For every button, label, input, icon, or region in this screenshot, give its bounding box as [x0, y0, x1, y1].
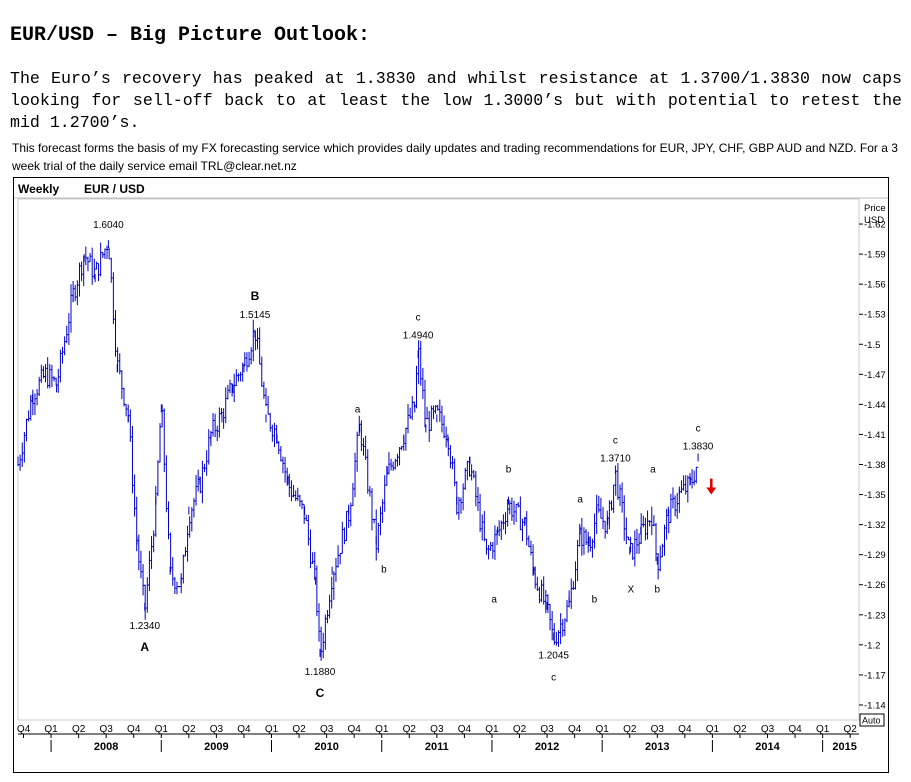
y-tick-label: -1.32	[864, 520, 886, 531]
service-promo: This forecast forms the basis of my FX f…	[12, 141, 898, 173]
y-tick-label: -1.44	[864, 400, 886, 411]
x-tick-label: Q1	[44, 724, 58, 735]
wave-label: 1.2045	[538, 650, 569, 661]
y-tick-label: -1.5	[864, 340, 880, 351]
auto-scale-label: Auto	[862, 716, 881, 726]
x-year-label: 2010	[314, 741, 338, 753]
x-tick-label: Q2	[513, 724, 527, 735]
x-axis: Q4 Q1 Q2 Q3 Q4 Q1 Q2 Q3 Q4 Q1 Q2 Q3 Q4 Q1 Q2 Q3 Q4 Q1 Q2 Q3…	[17, 724, 859, 753]
forecast-arrow-head	[706, 487, 717, 495]
page-headline: EUR/USD – Big Picture Outlook:	[10, 24, 371, 47]
auto-scale-button[interactable]	[859, 713, 885, 727]
y-tick-label: -1.14	[864, 700, 886, 711]
wave-label: 1.1880	[305, 667, 336, 678]
wave-label: C	[316, 686, 325, 700]
x-tick-label: Q1	[155, 724, 169, 735]
y-tick-label: -1.2	[864, 640, 880, 651]
x-tick-label: Q4	[678, 724, 692, 735]
x-tick-label: Q3	[540, 724, 554, 735]
x-tick-label: Q1	[816, 724, 830, 735]
x-tick-label: Q3	[761, 724, 775, 735]
x-year-label: 2015	[832, 741, 856, 753]
y-axis-title-line2: USD	[864, 215, 884, 226]
wave-label: c	[696, 424, 701, 435]
wave-label: a	[491, 595, 497, 606]
price-chart: Weekly EUR / USD Price USD -1.62-1.59-1.…	[14, 182, 888, 753]
outlook-summary: The Euro’s recovery has peaked at 1.3830…	[10, 69, 902, 132]
wave-label: b	[381, 565, 387, 576]
x-year-label: 2012	[535, 741, 559, 753]
x-tick-label: Q4	[568, 724, 582, 735]
x-tick-label: Q2	[72, 724, 86, 735]
x-year-label: 2013	[645, 741, 669, 753]
wave-label: a	[577, 495, 583, 506]
y-tick-label: -1.17	[864, 670, 886, 681]
x-tick-label: Q1	[375, 724, 389, 735]
x-tick-label: Q4	[237, 724, 251, 735]
x-tick-label: Q4	[348, 724, 362, 735]
wave-label: b	[506, 465, 512, 476]
x-tick-label: Q3	[100, 724, 114, 735]
x-tick-label: Q3	[320, 724, 334, 735]
x-tick-label: Q4	[17, 724, 31, 735]
y-tick-label: -1.35	[864, 490, 886, 501]
wave-label: 1.4940	[403, 330, 434, 341]
wave-label: 1.5145	[240, 310, 271, 321]
wave-label: 1.3710	[600, 454, 631, 465]
wave-annotations: 1.6040 1.2340 A 1.5145 B 1.1880 Ca b 1.4940 c b a 1.…	[93, 220, 714, 700]
x-tick-label: Q1	[706, 724, 720, 735]
wave-label: c	[416, 312, 421, 323]
y-axis-title-line1: Price	[864, 203, 886, 214]
x-tick-label: Q4	[788, 724, 802, 735]
x-tick-label: Q2	[623, 724, 637, 735]
x-tick-label: Q1	[596, 724, 610, 735]
x-tick-label: Q3	[651, 724, 665, 735]
plot-area	[17, 198, 860, 721]
y-tick-label: -1.62	[864, 220, 886, 231]
y-axis: -1.62 -1.59 -1.56 -1.53 -1.5 -1.47 -1.44 -1.41 -…	[859, 220, 886, 711]
forecast-arrow-layer	[706, 478, 717, 495]
y-tick-label: -1.38	[864, 460, 886, 471]
x-tick-label: Q2	[733, 724, 747, 735]
y-tick-label: -1.53	[864, 310, 886, 321]
y-tick-label: -1.56	[864, 280, 886, 291]
wave-label: a	[355, 404, 361, 415]
wave-label: 1.2340	[129, 621, 160, 632]
wave-label: c	[613, 436, 618, 447]
y-tick-label: -1.47	[864, 370, 886, 381]
x-tick-label: Q1	[485, 724, 499, 735]
x-year-label: 2011	[425, 741, 449, 753]
wave-label: A	[140, 640, 149, 654]
wave-label: b	[655, 585, 661, 596]
y-tick-label: -1.59	[864, 250, 886, 261]
x-tick-label: Q2	[403, 724, 417, 735]
x-tick-label: Q3	[210, 724, 224, 735]
x-tick-label: Q3	[430, 724, 444, 735]
wave-label: 1.6040	[93, 220, 124, 231]
x-tick-label: Q2	[844, 724, 858, 735]
wave-label: a	[650, 465, 656, 476]
y-tick-label: -1.29	[864, 550, 886, 561]
wave-label: 1.3830	[683, 442, 714, 453]
x-tick-label: Q2	[292, 724, 306, 735]
x-year-label: 2014	[755, 741, 780, 753]
wave-label: c	[551, 672, 556, 683]
wave-label: b	[592, 595, 598, 606]
x-tick-label: Q2	[182, 724, 196, 735]
x-year-label: 2008	[94, 741, 118, 753]
y-tick-label: -1.41	[864, 430, 886, 441]
wave-label: X	[628, 585, 635, 596]
price-chart-panel: Weekly EUR / USD Price USD -1.62 -1.59 -1.…	[13, 177, 889, 773]
x-tick-label: Q4	[127, 724, 141, 735]
x-year-label: 2009	[204, 741, 228, 753]
chart-period-label: Weekly	[18, 182, 59, 196]
y-tick-label: -1.23	[864, 610, 886, 621]
x-tick-label: Q4	[458, 724, 472, 735]
x-tick-label: Q1	[265, 724, 279, 735]
y-tick-label: -1.26	[864, 580, 886, 591]
chart-symbol-label: EUR / USD	[84, 182, 145, 196]
wave-label: B	[251, 289, 260, 303]
price-series	[17, 240, 699, 661]
